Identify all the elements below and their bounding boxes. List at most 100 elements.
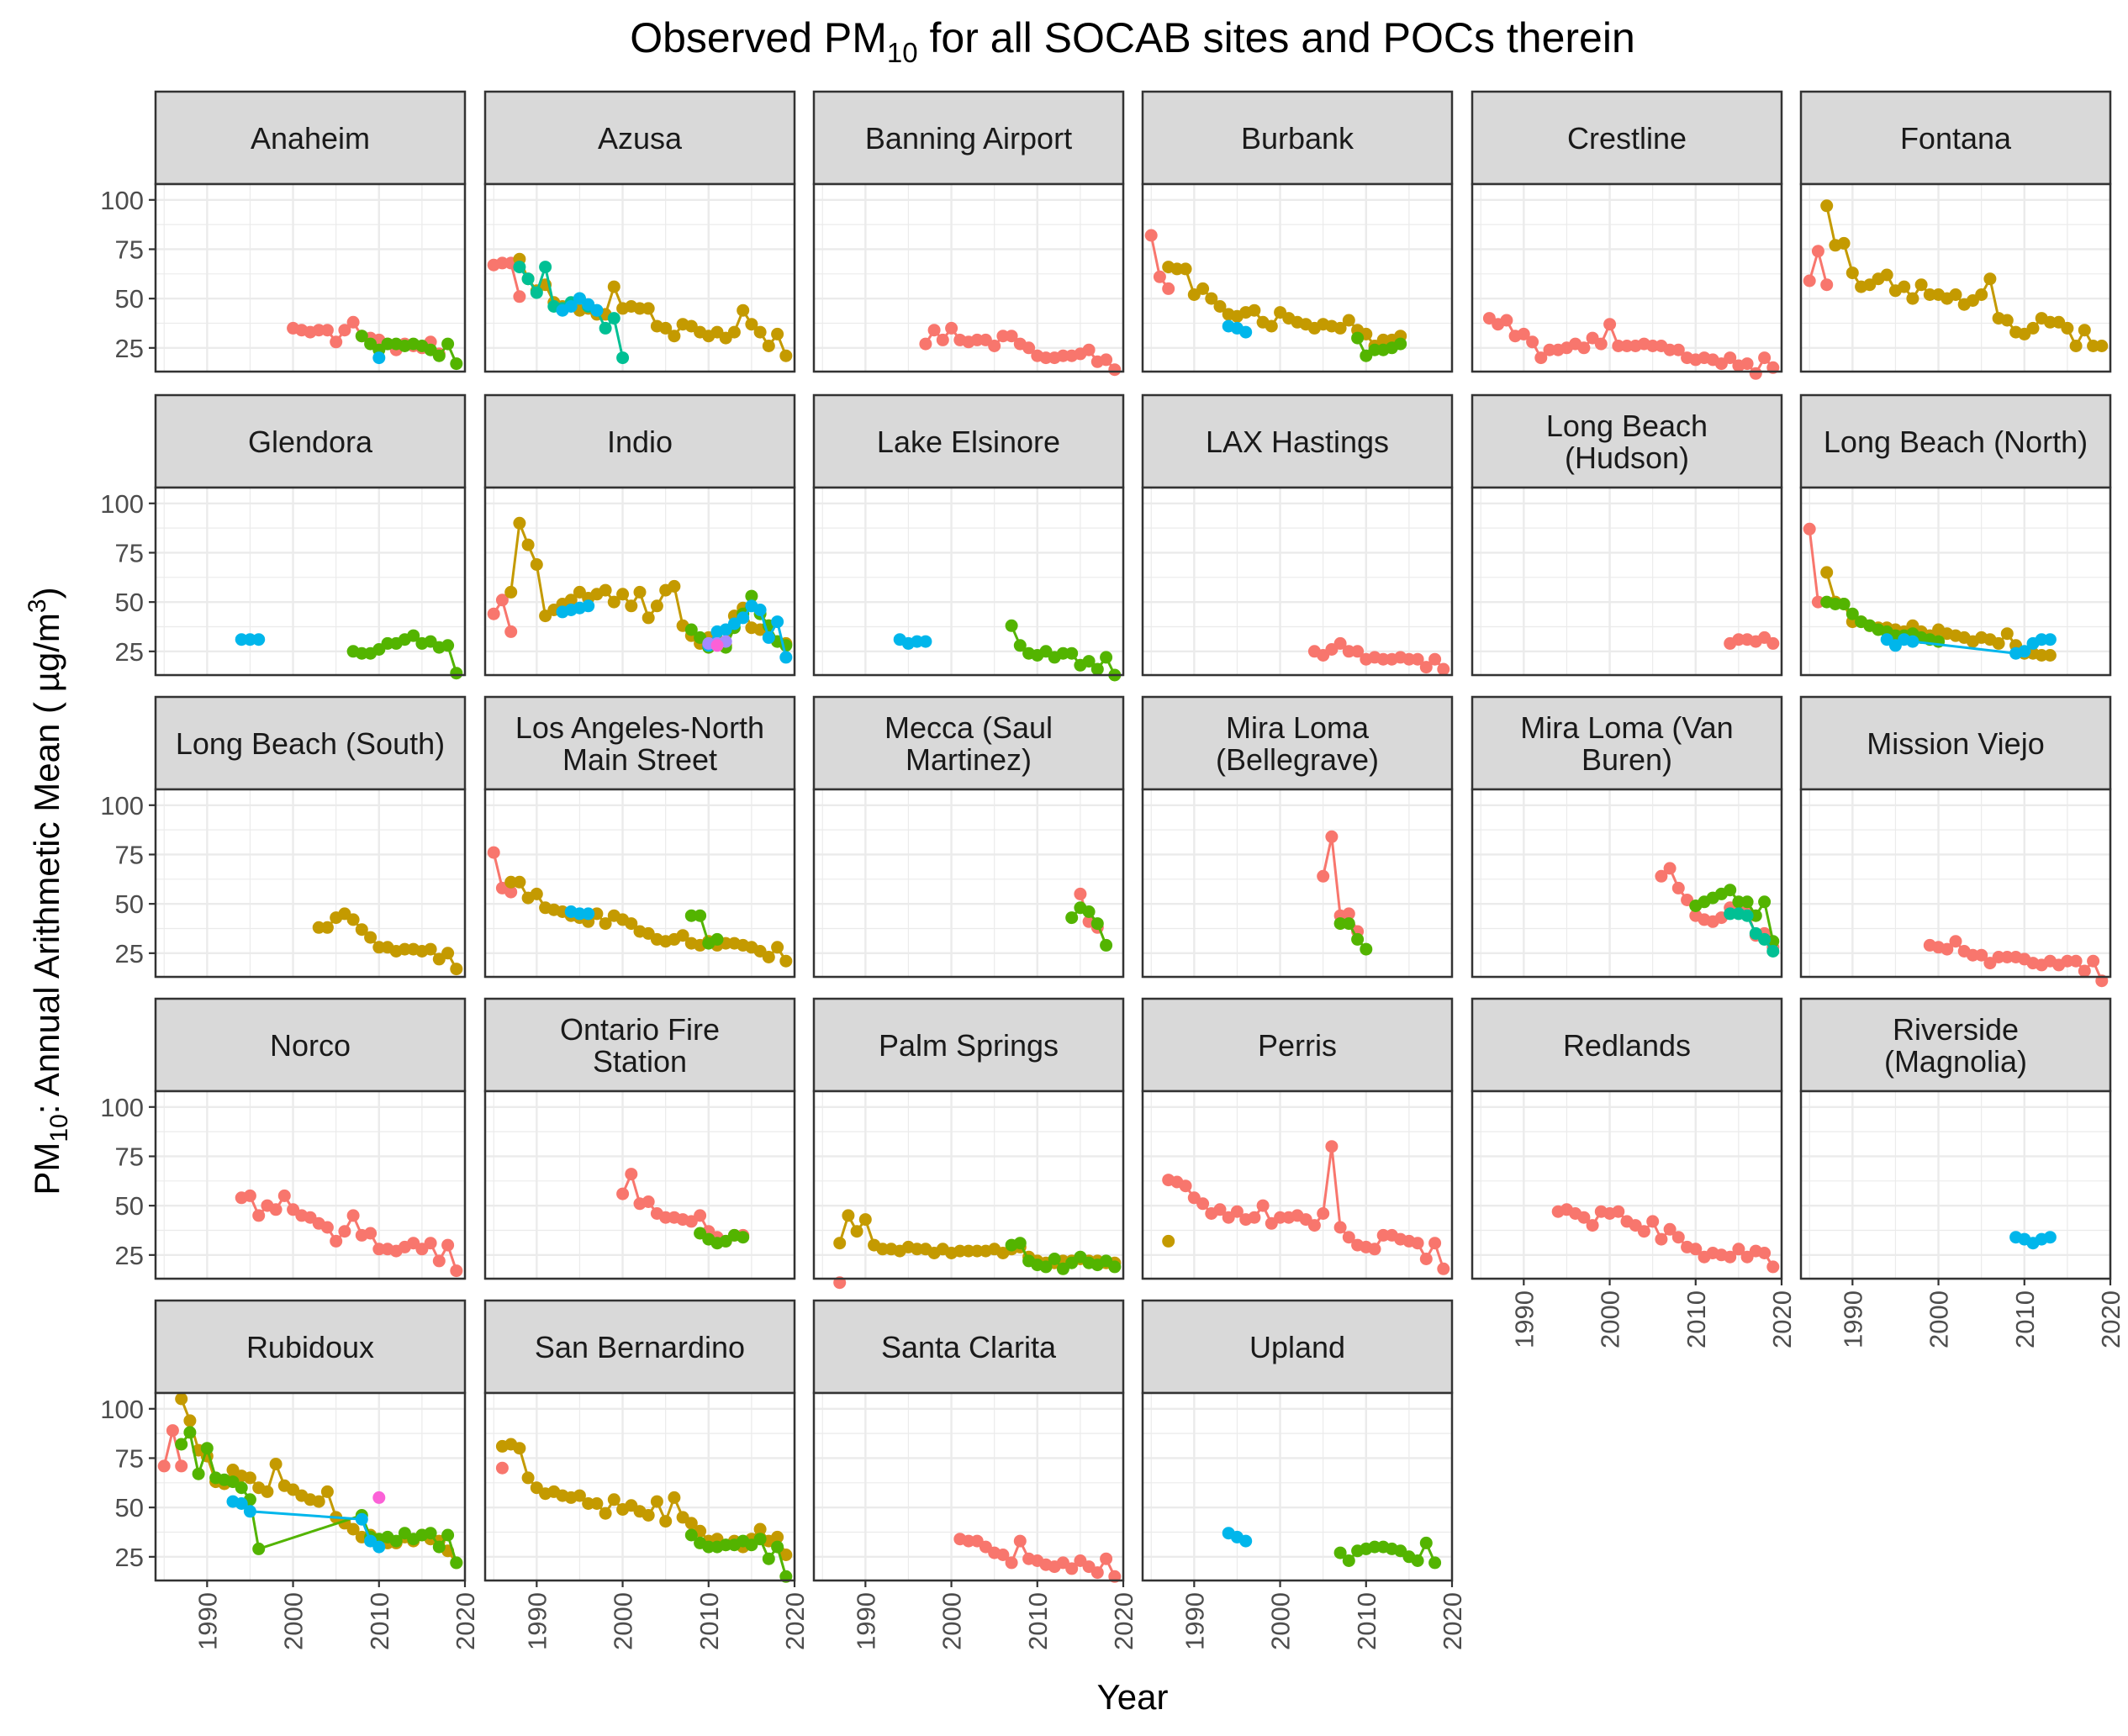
panel-indio: Indio — [483, 393, 796, 677]
data-point — [936, 333, 949, 346]
data-point — [1949, 935, 1962, 948]
data-point — [1351, 932, 1365, 946]
panel-background — [1801, 789, 2110, 977]
x-tick-label: 2020 — [2096, 1290, 2125, 1348]
data-point — [919, 635, 932, 648]
data-point — [745, 589, 758, 603]
data-point — [607, 280, 620, 293]
data-point — [2026, 321, 2040, 335]
data-point — [1411, 1237, 1424, 1250]
data-point — [346, 1522, 360, 1536]
data-point — [1082, 905, 1096, 918]
strip-label: Rubidoux — [246, 1330, 374, 1364]
panel-border — [1799, 788, 2112, 979]
strip-label: Buren) — [1581, 742, 1672, 777]
strip-label: Anaheim — [251, 121, 370, 156]
data-point — [330, 1234, 343, 1248]
data-point — [668, 1491, 681, 1504]
data-point — [668, 330, 681, 343]
panel-background — [1801, 1091, 2110, 1279]
x-tick-label: 2020 — [780, 1592, 810, 1650]
x-tick-label: 1990 — [522, 1592, 552, 1650]
data-point — [710, 639, 724, 652]
strip-label: Indio — [607, 425, 673, 459]
y-tick-label: 25 — [115, 1543, 144, 1572]
strip-label: Crestline — [1567, 121, 1687, 156]
data-point — [424, 942, 437, 956]
strip-background — [1141, 393, 1454, 489]
data-point — [504, 585, 518, 599]
data-point — [1090, 1566, 1104, 1580]
panel-mission-viejo: Mission Viejo — [1799, 695, 2112, 988]
data-point — [1880, 268, 1893, 282]
data-point — [616, 588, 630, 601]
data-point — [1419, 1536, 1433, 1549]
strip-label: Palm Springs — [879, 1028, 1059, 1063]
panel-crestline: Crestline — [1471, 90, 1783, 380]
data-point — [1162, 1234, 1175, 1248]
data-point — [1100, 1552, 1113, 1565]
data-point — [1239, 1534, 1253, 1548]
data-point — [1013, 639, 1027, 652]
data-point — [1820, 566, 1834, 579]
data-point — [1992, 636, 2005, 650]
data-point — [2000, 627, 2014, 641]
panel-border — [1141, 1090, 1454, 1280]
data-point — [364, 1227, 378, 1240]
data-point — [175, 1392, 188, 1406]
strip-background — [1799, 90, 2112, 186]
data-point — [1837, 598, 1851, 610]
data-point — [1230, 1205, 1244, 1218]
data-point — [1758, 1247, 1772, 1259]
data-point — [441, 947, 455, 960]
data-point — [432, 349, 446, 362]
x-tick-label: 2000 — [609, 1592, 638, 1650]
data-point — [1758, 932, 1772, 946]
data-point — [1603, 318, 1617, 331]
panel-border — [154, 1090, 467, 1280]
data-point — [1360, 942, 1373, 956]
strip-background — [1141, 997, 1454, 1093]
panel-burbank: Burbank — [1141, 90, 1454, 373]
data-point — [1205, 292, 1218, 305]
strip-label: Perris — [1258, 1028, 1337, 1063]
panel-border — [154, 1391, 467, 1582]
data-point — [1411, 1554, 1424, 1567]
strip-background — [1799, 997, 2112, 1093]
panel-border — [154, 182, 467, 373]
y-tick-label: 50 — [115, 1493, 144, 1522]
data-point — [252, 1209, 266, 1222]
strip-label: Station — [593, 1044, 687, 1079]
panel-palm-springs: Palm Springs — [812, 997, 1125, 1290]
data-point — [1428, 652, 1442, 666]
data-point — [355, 923, 368, 937]
data-point — [694, 909, 707, 922]
data-point — [833, 1237, 847, 1250]
data-point — [432, 1254, 446, 1268]
strip-label: Banning Airport — [865, 121, 1072, 156]
data-point — [1333, 1221, 1347, 1234]
panel-fontana: Fontana — [1799, 90, 2112, 373]
data-point — [346, 1209, 360, 1222]
data-point — [1342, 645, 1355, 658]
data-point — [779, 651, 793, 664]
data-point — [779, 349, 793, 362]
strip-label: Upland — [1249, 1330, 1345, 1364]
y-tick-label: 75 — [115, 1142, 144, 1171]
data-point — [1419, 661, 1433, 674]
data-point — [1325, 830, 1339, 843]
strip-background — [154, 695, 467, 791]
panel-border — [1471, 182, 1783, 373]
data-point — [771, 1530, 784, 1543]
panel-border — [154, 486, 467, 677]
strip-label: Main Street — [562, 742, 717, 777]
data-point — [513, 1442, 526, 1455]
x-tick-label: 2020 — [1767, 1290, 1797, 1348]
strip-background — [812, 1299, 1125, 1395]
panel-glendora: Glendora 25 50 75 100 — [100, 393, 467, 680]
data-point — [252, 633, 266, 646]
data-point — [157, 1459, 171, 1473]
